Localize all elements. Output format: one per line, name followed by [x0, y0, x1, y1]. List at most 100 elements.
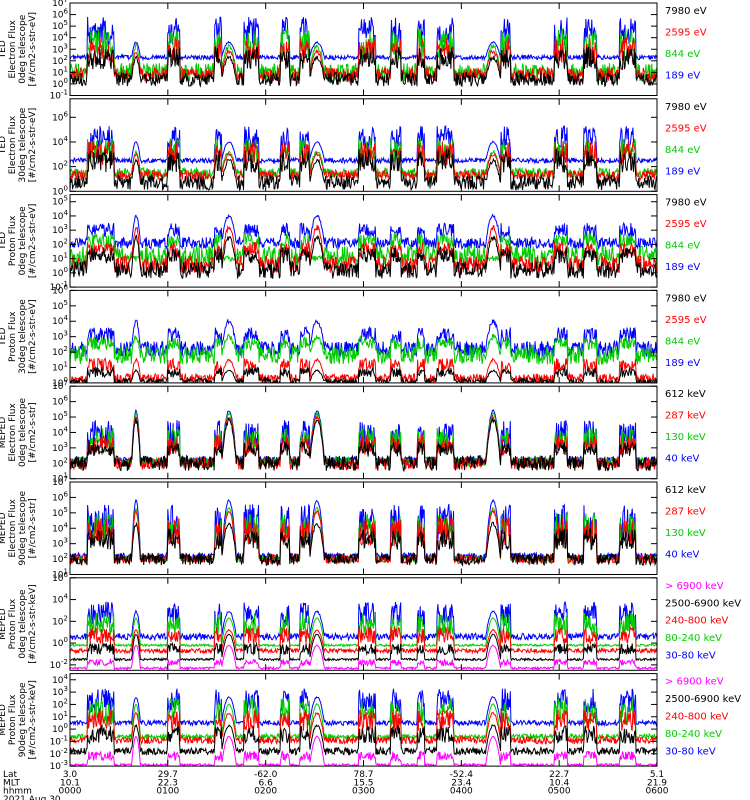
axis-row-value: 0200: [254, 787, 277, 797]
y-tick-label: 104: [52, 593, 68, 606]
y-tick-label: 107: [52, 0, 68, 9]
legend-entry: 7980 eV: [665, 102, 707, 113]
legend-entry: 80-240 keV: [665, 633, 722, 644]
y-tick-label: 10-2: [50, 747, 68, 760]
legend-entry: 844 eV: [665, 336, 700, 347]
series-line-2: [70, 333, 657, 366]
legend-entry: 189 eV: [665, 358, 700, 369]
y-tick-label: 105: [52, 506, 68, 519]
axis-row-value: 3.0: [63, 770, 78, 780]
legend-entry: 189 eV: [665, 262, 700, 273]
legend-entry: 40 keV: [665, 454, 699, 465]
y-axis-label: Proton Flux: [8, 694, 18, 745]
y-tick-label: 10-1: [50, 89, 68, 102]
y-tick-label: 100: [52, 636, 68, 649]
legend-entry: 2595 eV: [665, 315, 707, 326]
legend-entry: 612 keV: [665, 485, 706, 496]
y-axis-label: Proton Flux: [8, 598, 18, 649]
legend-entry: 2595 eV: [665, 28, 707, 39]
panel-frame: [69, 289, 658, 384]
series-line-1: [70, 688, 657, 728]
axis-row-value: 5.1: [650, 770, 664, 780]
y-tick-label: 102: [52, 697, 68, 710]
date-label: 2021 Aug 30: [3, 795, 61, 800]
legend-entry: 844 eV: [665, 145, 700, 156]
legend-entry: 7980 eV: [665, 6, 707, 17]
series-line-5: [70, 644, 657, 671]
axis-row-value: 15.5: [353, 778, 373, 788]
legend-entry: 130 keV: [665, 528, 706, 539]
y-tick-label: 10-2: [50, 658, 68, 671]
series-line-3: [70, 356, 657, 383]
y-axis-label: [#/cm2-s-str]: [28, 402, 38, 462]
y-tick-label: 102: [52, 160, 68, 173]
axis-row-value: 10.1: [60, 778, 80, 788]
y-tick-label: 104: [52, 209, 68, 222]
series-line-2: [70, 612, 657, 649]
y-axis-label: Electron Flux: [8, 19, 18, 78]
y-axis-label: Electron Flux: [8, 403, 18, 462]
series-line-2: [70, 231, 657, 267]
series-line-4: [70, 46, 657, 88]
panel-data: [70, 16, 657, 88]
y-tick-label: 102: [52, 456, 68, 469]
axis-row-value: 0400: [450, 787, 473, 797]
axis-row-label: Lat: [3, 770, 18, 780]
y-tick-label: 101: [52, 360, 68, 373]
legend-entry: 189 eV: [665, 71, 700, 82]
y-tick-label: 104: [52, 425, 68, 438]
panel-data: [70, 213, 657, 280]
legend-entry: 844 eV: [665, 241, 700, 252]
axis-row-value: 78.7: [353, 770, 373, 780]
legend-entry: 30-80 keV: [665, 746, 716, 757]
legend-entry: 240-800 keV: [665, 616, 729, 627]
axis-row-value: 22.7: [549, 770, 569, 780]
series-line-4: [70, 417, 657, 473]
axis-row-value: 6.6: [259, 778, 274, 788]
series-line-4: [70, 521, 657, 567]
legend-entry: 2595 eV: [665, 123, 707, 134]
axis-row-value: -52.4: [450, 770, 474, 780]
y-axis-label: TED: [0, 328, 8, 347]
y-tick-label: 103: [52, 537, 68, 550]
legend-entry: 240-800 keV: [665, 712, 729, 723]
y-tick-label: 106: [52, 490, 68, 503]
axis-row-value: 0600: [646, 787, 669, 797]
y-tick-label: 106: [52, 110, 68, 123]
legend-entry: 7980 eV: [665, 293, 707, 304]
axis-row-value: 22.3: [158, 778, 178, 788]
panel-data: [70, 408, 657, 473]
series-line-4: [70, 234, 657, 280]
series-line-1: [70, 600, 657, 642]
axis-row-label: MLT: [3, 778, 21, 788]
y-axis-label: [#/cm2-s-str-keV]: [28, 584, 38, 663]
y-axis-label: [#/cm2-s-str-eV]: [28, 299, 38, 374]
y-tick-label: 10-1: [50, 734, 68, 747]
y-tick-label: 103: [52, 685, 68, 698]
series-line-4: [70, 365, 657, 383]
y-axis-label: MEPED: [0, 512, 8, 544]
y-axis-label: MEPED: [0, 417, 8, 449]
series-line-3: [70, 709, 657, 746]
series-line-4: [70, 149, 657, 192]
legend-entry: 2500-6900 keV: [665, 694, 741, 705]
y-axis-label: [#/cm2-s-str]: [28, 498, 38, 558]
y-tick-label: 105: [52, 410, 68, 423]
axis-row-value: 29.7: [158, 770, 178, 780]
y-axis-label: 90deg telescope: [18, 490, 28, 565]
legend-entry: > 6900 keV: [665, 581, 724, 592]
y-axis-label: Electron Flux: [8, 498, 18, 557]
y-axis-label: Electron Flux: [8, 115, 18, 174]
y-axis-label: TED: [0, 136, 8, 155]
y-tick-label: 104: [52, 314, 68, 327]
legend-entry: 2500-6900 keV: [665, 598, 741, 609]
y-tick-label: 104: [52, 673, 68, 686]
axis-row-value: 10.4: [549, 778, 569, 788]
series-line-4: [70, 633, 657, 663]
y-tick-label: 101: [52, 710, 68, 723]
axis-row-value: 0300: [352, 787, 375, 797]
panel-data: [70, 600, 657, 671]
legend-entry: 287 keV: [665, 507, 706, 518]
